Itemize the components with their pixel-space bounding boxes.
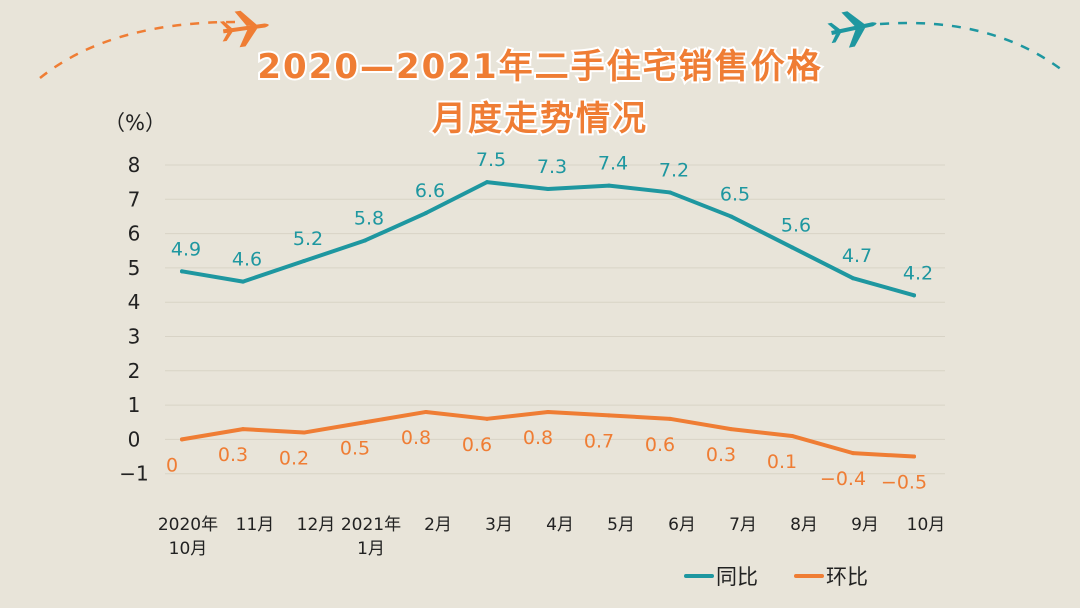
data-label-mom: −0.5: [881, 472, 927, 494]
data-point-mom: [790, 433, 794, 438]
decorative-arcs: [39, 20, 1063, 79]
y-tick-label: 3: [128, 325, 141, 349]
x-tick-label: 1月: [357, 539, 385, 559]
y-tick-label: 4: [128, 290, 141, 314]
y-tick-label: 1: [128, 393, 141, 417]
data-label-yoy: 7.4: [598, 153, 628, 175]
x-tick-label: 12月: [297, 515, 336, 535]
data-point-yoy: [607, 183, 611, 188]
data-point-mom: [302, 430, 306, 435]
data-label-mom: 0: [166, 454, 178, 476]
data-point-yoy: [241, 279, 245, 284]
data-point-yoy: [180, 269, 184, 274]
data-label-mom: 0.2: [279, 448, 309, 470]
data-point-yoy: [363, 238, 367, 243]
data-point-yoy: [485, 180, 489, 185]
x-tick-label: 10月: [907, 515, 946, 535]
series-lines: [180, 180, 916, 459]
x-tick-label: 4月: [546, 515, 574, 535]
y-tick-label: 7: [128, 187, 141, 211]
y-tick-label: 2: [128, 359, 141, 383]
data-point-mom: [912, 454, 916, 459]
x-tick-label: 9月: [851, 515, 879, 535]
left-dashed-arc: [39, 20, 236, 79]
data-point-yoy: [302, 259, 306, 264]
y-tick-label: 5: [128, 256, 141, 280]
y-tick-label: −1: [119, 462, 148, 486]
data-point-mom: [424, 409, 428, 414]
data-point-mom: [668, 416, 672, 421]
data-label-mom: 0.7: [584, 430, 614, 452]
airplane-right-icon: [827, 11, 877, 48]
data-label-yoy: 6.6: [415, 180, 445, 202]
x-tick-label: 6月: [668, 515, 696, 535]
x-axis-ticks: 2020年 10月 11月 12月 2021年 1月 2月 3月 4月 5月 6月 7月 8月 9月 10月: [158, 515, 945, 559]
data-label-mom: 0.3: [706, 444, 736, 466]
y-tick-label: 8: [128, 153, 141, 177]
y-tick-label: 6: [128, 222, 141, 246]
data-label-yoy: 6.5: [720, 183, 750, 205]
x-tick-label: 10月: [169, 539, 208, 559]
data-label-mom: 0.5: [340, 437, 370, 459]
data-label-yoy: 5.2: [293, 228, 323, 250]
chart-title-line1: 2020—2021年二手住宅销售价格: [257, 47, 822, 87]
data-label-yoy: 4.6: [232, 249, 262, 271]
data-label-yoy: 5.6: [781, 214, 811, 236]
chart-title-line2: 月度走势情况: [432, 99, 648, 139]
data-label-mom: 0.3: [218, 444, 248, 466]
data-point-mom: [729, 427, 733, 432]
legend-label-yoy: 同比: [716, 565, 758, 589]
data-label-mom: 0.1: [767, 451, 797, 473]
x-tick-label: 8月: [790, 515, 818, 535]
y-tick-label: 0: [128, 427, 141, 451]
data-point-mom: [546, 409, 550, 414]
data-point-mom: [851, 451, 855, 456]
data-point-yoy: [912, 293, 916, 298]
data-point-yoy: [851, 276, 855, 281]
data-label-mom: 0.6: [645, 434, 675, 456]
x-tick-label: 5月: [607, 515, 635, 535]
data-point-yoy: [424, 211, 428, 216]
data-label-yoy: 7.5: [476, 149, 506, 171]
legend-label-mom: 环比: [826, 565, 868, 589]
data-point-mom: [180, 437, 184, 442]
airplane-left-icon: [219, 10, 269, 48]
data-label-yoy: 4.7: [842, 245, 872, 267]
data-label-yoy: 7.2: [659, 159, 689, 181]
x-tick-label: 2月: [424, 515, 452, 535]
data-point-mom: [241, 427, 245, 432]
data-point-yoy: [668, 190, 672, 195]
data-point-yoy: [546, 187, 550, 192]
data-label-yoy: 5.8: [354, 207, 384, 229]
x-tick-label: 3月: [485, 515, 513, 535]
grid-lines: [165, 164, 945, 475]
y-axis-unit-label: （%）: [104, 111, 166, 135]
data-point-yoy: [729, 214, 733, 219]
data-label-yoy: 4.2: [903, 262, 933, 284]
data-label-mom: 0.8: [523, 427, 553, 449]
legend: 同比 环比: [684, 565, 868, 589]
data-label-yoy: 7.3: [537, 156, 567, 178]
x-tick-label: 2020年: [158, 515, 218, 535]
x-tick-label: 11月: [236, 515, 275, 535]
data-label-mom: −0.4: [820, 468, 866, 490]
data-point-mom: [607, 413, 611, 418]
data-point-mom: [363, 420, 367, 425]
x-tick-label: 2021年: [341, 515, 401, 535]
right-dashed-arc: [879, 21, 1063, 72]
data-point-mom: [485, 416, 489, 421]
y-axis-ticks: 8 7 6 5 4 3 2 1 0 −1: [119, 153, 148, 486]
data-label-mom: 0.8: [401, 427, 431, 449]
data-point-yoy: [790, 245, 794, 250]
data-labels: 4.9 4.6 5.2 5.8 6.6 7.5 7.3 7.4 7.2 6.5 5.6 4.7 4.2 0…: [166, 149, 933, 493]
data-label-yoy: 4.9: [171, 238, 201, 260]
x-tick-label: 7月: [729, 515, 757, 535]
data-label-mom: 0.6: [462, 434, 492, 456]
